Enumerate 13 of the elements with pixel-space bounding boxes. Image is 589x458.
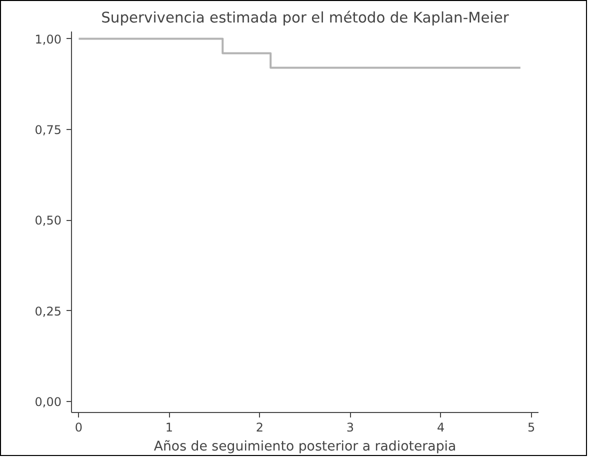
y-tick-label: 0,00 xyxy=(34,395,62,410)
y-tick-label: 0,50 xyxy=(34,214,62,228)
x-tick-label: 3 xyxy=(346,420,354,434)
x-tick-label: 2 xyxy=(256,420,264,434)
x-tick-label: 5 xyxy=(527,420,536,434)
x-tick-label: 4 xyxy=(436,420,445,434)
y-tick-label: 0,25 xyxy=(34,304,62,318)
x-tick-label: 0 xyxy=(74,420,83,434)
x-axis-title: Años de seguimiento posterior a radioterapia xyxy=(154,440,456,454)
chart-title: Supervivencia estimada por el método de Kaplan-Meier xyxy=(101,10,510,26)
y-tick-label: 1,00 xyxy=(34,32,62,46)
x-tick-label: 1 xyxy=(165,420,174,434)
y-tick-label: 0,75 xyxy=(34,122,62,137)
